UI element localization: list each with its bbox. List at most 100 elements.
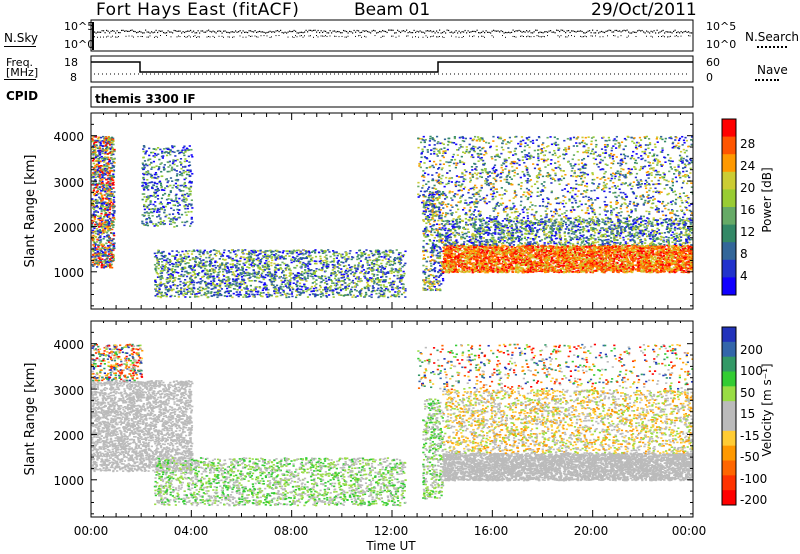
range-cell: [190, 204, 193, 207]
range-cell: [110, 167, 113, 170]
range-cell: [393, 294, 396, 297]
range-cell: [108, 248, 111, 251]
range-cell: [254, 286, 257, 289]
range-cell: [156, 215, 159, 218]
range-cell: [165, 263, 168, 265]
range-cell: [371, 267, 374, 269]
range-cell: [156, 209, 159, 212]
noise-sample: [355, 31, 357, 33]
range-cell: [217, 271, 220, 274]
search-noise-sample: [364, 35, 365, 37]
range-cell: [166, 257, 169, 260]
range-cell: [105, 139, 108, 141]
search-noise-sample: [442, 36, 443, 38]
range-cell: [241, 252, 245, 254]
range-cell: [174, 159, 177, 162]
range-cell: [314, 294, 317, 297]
range-cell: [183, 287, 186, 290]
range-cell: [180, 213, 184, 216]
range-cell: [220, 288, 224, 290]
range-cell: [433, 199, 436, 201]
range-cell: [245, 296, 248, 298]
range-cell: [402, 270, 405, 273]
noise-sample: [220, 30, 222, 32]
range-cell: [104, 221, 107, 224]
search-noise-sample: [316, 35, 317, 37]
range-cell: [314, 274, 317, 277]
search-noise-sample: [112, 35, 113, 37]
range-cell: [430, 227, 434, 230]
noise-sample: [476, 29, 478, 31]
range-cell: [91, 198, 94, 200]
range-cell: [200, 286, 203, 289]
range-cell: [429, 268, 432, 270]
range-cell: [283, 262, 286, 265]
range-cell: [340, 254, 343, 256]
range-cell: [262, 256, 265, 258]
range-cell: [92, 247, 95, 250]
range-cell: [285, 250, 288, 252]
range-cell: [252, 295, 255, 298]
range-cell: [311, 293, 315, 295]
search-noise-sample: [431, 35, 433, 37]
range-cell: [147, 214, 150, 217]
range-cell: [155, 265, 158, 268]
range-cell: [312, 250, 315, 252]
range-cell: [155, 255, 158, 257]
range-cell: [154, 290, 158, 292]
range-cell: [390, 295, 393, 298]
range-cell: [172, 271, 176, 274]
range-cell: [172, 280, 175, 283]
range-cell: [429, 213, 432, 216]
range-cell: [267, 260, 270, 263]
range-cell: [299, 291, 302, 294]
noise-sample: [607, 30, 609, 32]
range-cell: [333, 270, 336, 273]
range-cell: [100, 168, 104, 171]
range-cell: [332, 257, 336, 260]
search-noise-sample: [658, 36, 659, 38]
range-cell: [156, 259, 159, 262]
range-cell: [397, 295, 401, 298]
noise-sample: [625, 30, 627, 32]
range-cell: [342, 294, 346, 297]
range-cell: [272, 250, 275, 253]
search-noise-sample: [361, 36, 362, 38]
range-cell: [381, 293, 385, 296]
range-cell: [251, 273, 254, 275]
range-cell: [245, 286, 248, 288]
noise-sample: [215, 32, 217, 34]
range-cell: [97, 158, 101, 160]
range-cell: [165, 154, 169, 157]
range-cell: [347, 277, 350, 280]
noise-sample: [661, 30, 663, 32]
range-cell: [106, 239, 109, 242]
range-cell: [198, 286, 201, 289]
range-cell: [159, 217, 162, 220]
noise-sample: [529, 30, 531, 32]
range-cell: [392, 271, 396, 274]
noise-strip: [92, 22, 693, 50]
range-cell: [171, 219, 175, 221]
range-cell: [244, 294, 248, 297]
range-cell: [376, 267, 380, 270]
range-cell: [227, 285, 230, 287]
search-noise-sample: [278, 35, 280, 37]
range-cell: [162, 223, 165, 226]
range-cell: [306, 296, 310, 298]
noise-sample: [274, 31, 276, 33]
range-cell: [100, 205, 103, 208]
range-cell: [97, 150, 101, 153]
range-cell: [178, 216, 181, 219]
range-cell: [331, 291, 334, 294]
range-cell: [256, 254, 260, 256]
range-cell: [155, 271, 158, 274]
range-cell: [279, 266, 282, 269]
range-cell: [223, 249, 226, 251]
noise-sample: [191, 31, 193, 33]
range-cell: [279, 256, 282, 258]
search-noise-sample: [422, 36, 424, 38]
range-cell: [318, 288, 321, 291]
range-cell: [112, 149, 115, 152]
noise-sample: [347, 32, 349, 34]
